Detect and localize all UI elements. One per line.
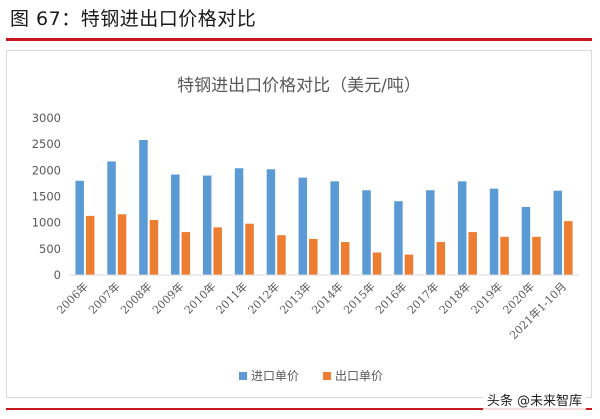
x-tick-label: 2015年 — [340, 279, 377, 316]
export-price-bar — [149, 220, 159, 275]
export-price-bar — [436, 242, 446, 275]
export-price-bar — [404, 254, 414, 275]
x-tick-label: 2014年 — [309, 279, 346, 316]
x-tick-label: 2008年 — [117, 279, 154, 316]
export-price-bar — [85, 215, 95, 275]
import-price-bar — [426, 190, 435, 275]
export-price-bar — [564, 221, 573, 275]
import-price-bar — [107, 161, 116, 275]
export-price-bar — [532, 236, 541, 275]
import-price-bar — [75, 180, 84, 275]
y-axis: 0 500 1000 1500 2000 2500 3000 — [32, 111, 61, 282]
export-price-bar — [372, 252, 382, 275]
x-tick-label: 2016年 — [372, 279, 409, 316]
y-tick-label: 2500 — [32, 137, 61, 151]
x-tick-label: 2017年 — [404, 279, 441, 316]
x-tick-label: 2013年 — [277, 279, 314, 316]
import-price-bar — [202, 175, 212, 275]
y-tick-label: 3000 — [32, 111, 61, 125]
x-tick-label: 2010年 — [181, 279, 218, 316]
figure-heading: 图 67：特钢进出口价格对比 — [10, 8, 257, 30]
x-axis: 2006年2007年2008年2009年2010年2011年2012年2013年… — [54, 274, 579, 342]
import-price-bar — [139, 139, 148, 275]
bar-chart: 特钢进出口价格对比（美元/吨） 0 500 1000 1500 2000 2500 3000… — [32, 76, 579, 383]
chart-title: 特钢进出口价格对比（美元/吨） — [177, 76, 421, 96]
x-tick-label: 2011年 — [213, 279, 250, 316]
import-price-bar — [553, 190, 563, 275]
export-price-bar — [245, 223, 254, 275]
y-tick-label: 2000 — [32, 163, 61, 177]
x-tick-label: 2006年 — [54, 279, 91, 316]
export-price-bar — [309, 238, 318, 275]
x-tick-label: 2012年 — [245, 279, 282, 316]
legend: 进口单价 出口单价 — [239, 369, 383, 383]
import-price-bar — [330, 181, 339, 275]
chart-container: 特钢进出口价格对比（美元/吨） 0 500 1000 1500 2000 2500 3000… — [6, 50, 592, 398]
import-price-bar — [362, 190, 371, 275]
export-price-bar — [340, 242, 350, 275]
import-price-bar — [171, 174, 180, 275]
x-tick-label: 2018年 — [436, 279, 473, 316]
export-price-bar — [117, 214, 127, 275]
x-tick-label: 2009年 — [149, 279, 186, 316]
y-tick-label: 0 — [54, 268, 61, 282]
watermark: 头条 @未来智库 — [482, 389, 586, 410]
bars — [75, 139, 573, 275]
x-tick-label: 2021年1-10月 — [506, 279, 569, 342]
import-price-bar — [521, 206, 531, 275]
import-price-bar — [489, 188, 499, 275]
import-price-bar — [234, 168, 244, 275]
export-price-bar — [181, 232, 191, 275]
x-tick-label: 2019年 — [468, 279, 505, 316]
export-price-bar — [500, 236, 509, 275]
top-rule — [6, 38, 592, 41]
export-price-bar — [213, 227, 222, 275]
legend-swatch-import — [239, 372, 247, 380]
legend-label-export: 出口单价 — [335, 369, 383, 383]
legend-swatch-export — [323, 372, 331, 380]
legend-label-import: 进口单价 — [251, 369, 299, 383]
export-price-bar — [277, 235, 286, 275]
import-price-bar — [266, 169, 276, 275]
import-price-bar — [457, 181, 467, 275]
bottom-rule — [6, 408, 592, 410]
y-tick-label: 500 — [39, 242, 61, 256]
y-tick-label: 1000 — [32, 216, 61, 230]
export-price-bar — [468, 232, 477, 275]
import-price-bar — [394, 201, 403, 275]
x-tick-label: 2007年 — [85, 279, 122, 316]
y-tick-label: 1500 — [32, 190, 61, 204]
import-price-bar — [298, 177, 308, 275]
